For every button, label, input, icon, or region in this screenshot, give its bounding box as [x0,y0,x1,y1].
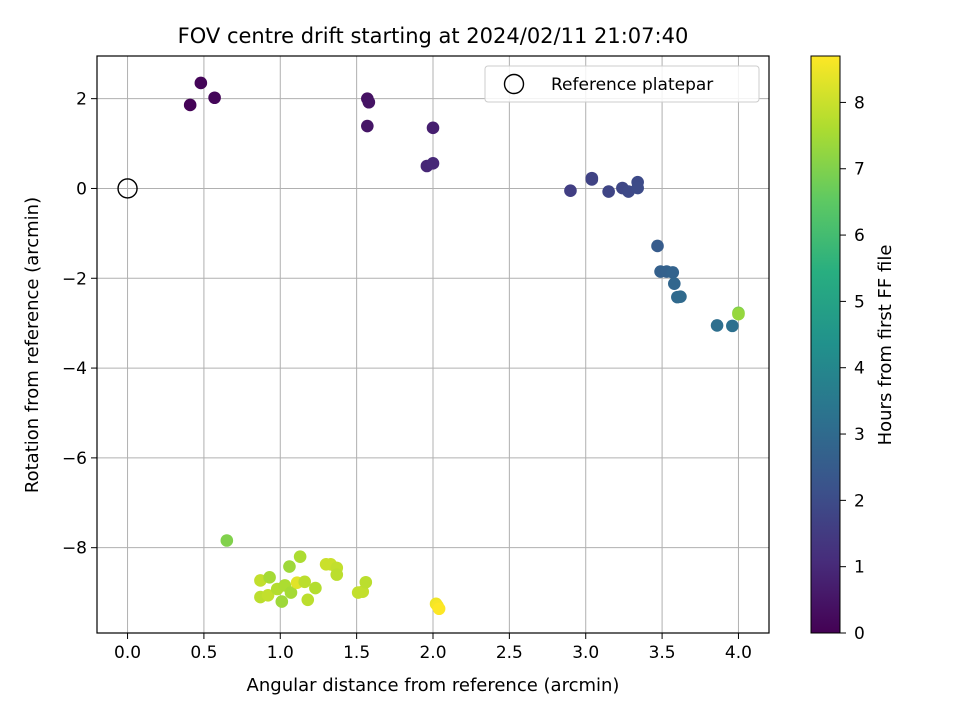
data-point [283,560,296,573]
data-point [668,277,681,290]
data-point [631,181,644,195]
legend-reference-marker [503,73,525,95]
x-tick-label: 2.0 [419,643,446,663]
x-axis-label: Angular distance from reference (arcmin) [247,675,620,696]
data-point [602,185,615,198]
data-point [298,575,312,589]
x-tick-label: 3.5 [649,643,676,663]
colorbar-label: Hours from first FF file [875,245,896,446]
data-point [263,571,276,584]
data-point [564,184,577,198]
x-axis-ticks: 0.0 0.5 1.0 1.5 2.0 2.5 3.0 3.5 4.0 [114,633,752,663]
x-tick-label: 1.0 [267,643,294,663]
data-point [666,266,680,279]
colorbar-ticks: 0 1 2 3 4 5 6 7 8 [840,93,865,644]
data-point [726,319,739,333]
data-point [585,173,599,186]
colorbar-tick-label: 3 [854,425,865,445]
data-point [361,119,374,133]
x-tick-label: 4.0 [725,643,752,663]
x-tick-label: 3.0 [572,643,599,663]
y-tick-label: 2 [76,90,87,110]
x-tick-label: 0.0 [114,643,141,663]
data-point [426,121,440,135]
y-tick-label: −4 [62,359,87,379]
data-point [362,95,376,109]
legend-entry: Reference platepar [551,75,713,95]
y-tick-label: −8 [62,539,87,559]
data-point [194,76,208,90]
data-point [426,157,440,170]
colorbar-tick-label: 5 [854,292,865,312]
data-point [674,290,687,303]
data-point [330,568,344,581]
data-point [432,602,446,616]
grid-lines [97,56,769,633]
data-point [183,98,197,112]
legend-box [484,65,760,103]
data-point [208,91,221,105]
colorbar-tick-label: 8 [854,93,865,113]
data-point [220,534,234,547]
reference-point [117,178,138,199]
data-point [261,588,275,602]
chart-title: FOV centre drift starting at 2024/02/11 … [178,24,689,48]
data-point [284,586,298,599]
colorbar-tick-label: 6 [854,226,865,246]
y-tick-label: −6 [62,449,87,469]
data-point [301,593,315,607]
y-tick-label: 0 [76,179,87,199]
colorbar-gradient [810,55,841,634]
x-tick-label: 0.5 [190,643,217,663]
colorbar-tick-label: 4 [854,359,865,379]
colorbar-tick-label: 7 [854,160,865,180]
colorbar-tick-label: 1 [854,558,865,578]
y-axis-ticks: 2 0 −2 −4 −6 −8 [62,90,97,559]
legend: Reference platepar [484,65,760,103]
data-point [309,581,322,595]
colorbar-tick-label: 0 [854,624,865,644]
data-point [710,319,724,332]
x-tick-label: 2.5 [496,643,523,663]
y-axis-label: Rotation from reference (arcmin) [22,197,43,493]
data-point [275,595,289,608]
y-tick-label: −2 [62,269,87,289]
reference-marker-group [117,178,138,199]
data-points [183,76,745,616]
data-point [293,550,307,563]
data-point [359,575,373,589]
data-point [732,307,745,321]
colorbar-tick-label: 2 [854,491,865,511]
colorbar: 0 1 2 3 4 5 6 7 8 Hours from first FF file [810,55,896,644]
data-point [651,239,664,253]
x-tick-label: 1.5 [343,643,370,663]
